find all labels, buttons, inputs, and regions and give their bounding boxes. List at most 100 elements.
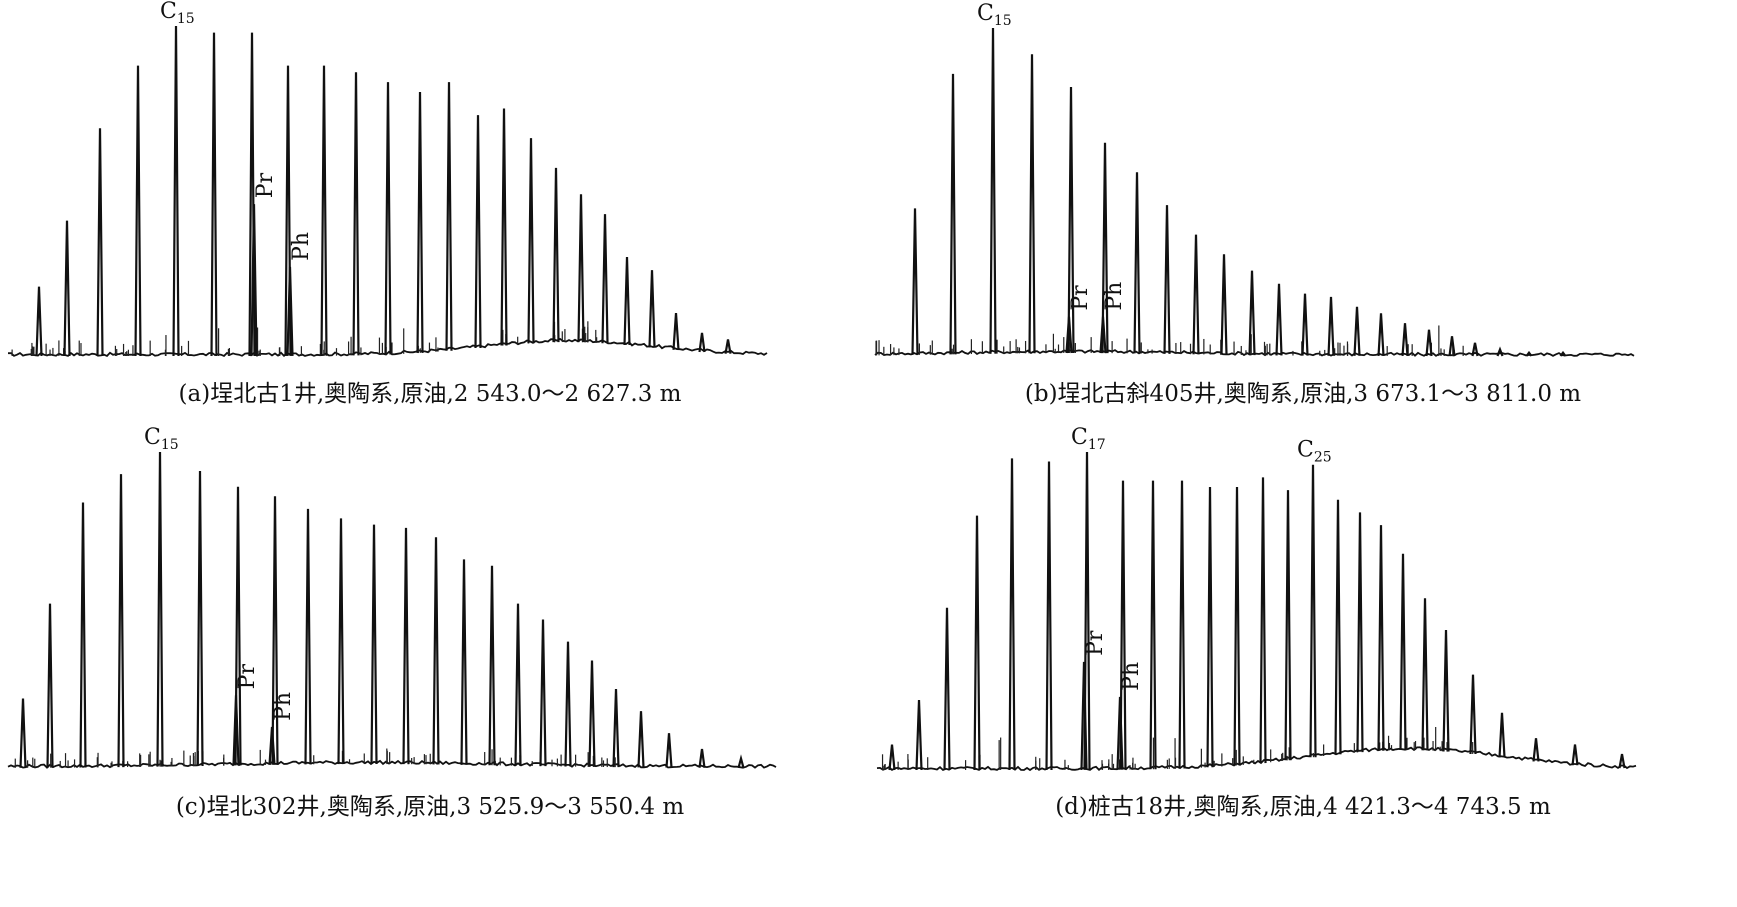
peak	[1571, 744, 1579, 766]
peak	[1149, 480, 1157, 770]
peak-ph	[286, 266, 294, 356]
peak	[612, 688, 620, 768]
peak	[1618, 753, 1626, 769]
peak	[1377, 313, 1385, 356]
peak	[539, 619, 547, 767]
peak	[552, 167, 560, 343]
peak	[1498, 712, 1506, 758]
baseline	[7, 759, 777, 769]
peak-label-ph: Ph	[289, 232, 314, 261]
peak	[79, 502, 87, 768]
peak-label-c25: C25	[1297, 438, 1332, 466]
peak-label-base: Ph	[1102, 282, 1127, 311]
peak	[1028, 54, 1036, 354]
peak-pr	[1080, 661, 1088, 770]
peak-label-subscript: 17	[1088, 437, 1106, 453]
peak	[1083, 451, 1091, 770]
peak	[1525, 350, 1533, 357]
caption-b: (b)埕北古斜405井,奥陶系,原油,3 673.1～3 811.0 m	[1024, 381, 1582, 407]
peak	[445, 82, 453, 351]
peak	[737, 754, 745, 769]
peak	[384, 82, 392, 355]
peak-ph	[1116, 696, 1124, 770]
peak	[35, 286, 43, 357]
caption-d: (d)桩古18井,奥陶系,原油,4 421.3～4 743.5 m	[1055, 794, 1551, 820]
peak-label-subscript: 15	[994, 13, 1012, 29]
peak	[320, 65, 328, 356]
peak	[1178, 480, 1186, 769]
peak	[96, 128, 104, 357]
peak	[134, 65, 142, 357]
peak	[911, 208, 919, 355]
peak	[1045, 461, 1053, 770]
peak	[284, 65, 292, 356]
peak-label-base: C	[977, 1, 994, 26]
peak	[1353, 306, 1361, 356]
peak	[1469, 674, 1477, 755]
peak	[1101, 142, 1109, 354]
peak	[19, 698, 27, 768]
peak	[1233, 486, 1241, 766]
chromatogram-a: C15 Pr Ph	[7, 0, 768, 358]
peak	[724, 339, 732, 354]
peak	[474, 115, 482, 349]
chromatogram-c: C15 Pr Ph	[7, 425, 777, 769]
peak	[698, 332, 706, 353]
peak	[564, 641, 572, 767]
peak	[352, 72, 360, 356]
peak-label-base: Ph	[289, 232, 314, 261]
peak	[1275, 283, 1283, 356]
peak	[1301, 293, 1309, 356]
peak	[1399, 553, 1407, 751]
peak	[337, 518, 345, 765]
peak	[1309, 464, 1317, 758]
baseline	[7, 337, 768, 358]
chromatogram-b: C15 Pr Ph	[874, 1, 1635, 357]
peak	[1425, 329, 1433, 357]
peak-label-ph: Ph	[271, 692, 296, 721]
peak-label-c15: C15	[160, 0, 195, 27]
peak	[888, 744, 896, 771]
peak	[156, 451, 164, 767]
peak-label-c17: C17	[1071, 425, 1106, 453]
peak-pr	[232, 695, 240, 766]
peak-label-c15: C15	[144, 425, 179, 453]
peak	[698, 748, 706, 768]
peak-label-subscript: 15	[161, 437, 179, 453]
peak	[46, 603, 54, 768]
peak	[432, 537, 440, 765]
peak	[527, 138, 535, 344]
peak	[973, 515, 981, 771]
peak	[210, 32, 218, 357]
peak-label-base: Ph	[271, 692, 296, 721]
caption-c: (c)埕北302井,奥陶系,原油,3 525.9～3 550.4 m	[175, 794, 685, 820]
peak-ph	[1099, 316, 1107, 354]
baseline	[876, 746, 1637, 772]
peak	[1496, 346, 1504, 357]
peak-label-pr: Pr	[235, 664, 260, 690]
peak	[601, 214, 609, 344]
peak	[1442, 630, 1450, 752]
peak	[172, 25, 180, 357]
peak	[117, 474, 125, 768]
peak	[271, 496, 279, 765]
peak	[304, 508, 312, 765]
peak	[1284, 490, 1292, 761]
peak	[1448, 336, 1456, 357]
peak	[1559, 350, 1567, 357]
peak	[500, 108, 508, 346]
peak	[989, 27, 997, 354]
peak	[1421, 598, 1429, 751]
peak	[943, 607, 951, 771]
peak-label-base: C	[160, 0, 177, 24]
peak-label-ph: Ph	[1119, 662, 1144, 691]
peak-label-subscript: 15	[177, 11, 195, 27]
peak	[416, 91, 424, 353]
peak-label-base: C	[1297, 438, 1314, 463]
caption-a: (a)埕北古1井,奥陶系,原油,2 543.0～2 627.3 m	[178, 381, 682, 407]
peak	[1008, 458, 1016, 771]
peak	[1356, 512, 1364, 753]
peak	[460, 559, 468, 765]
peak-label-base: Pr	[253, 172, 278, 198]
peak	[1327, 296, 1335, 356]
